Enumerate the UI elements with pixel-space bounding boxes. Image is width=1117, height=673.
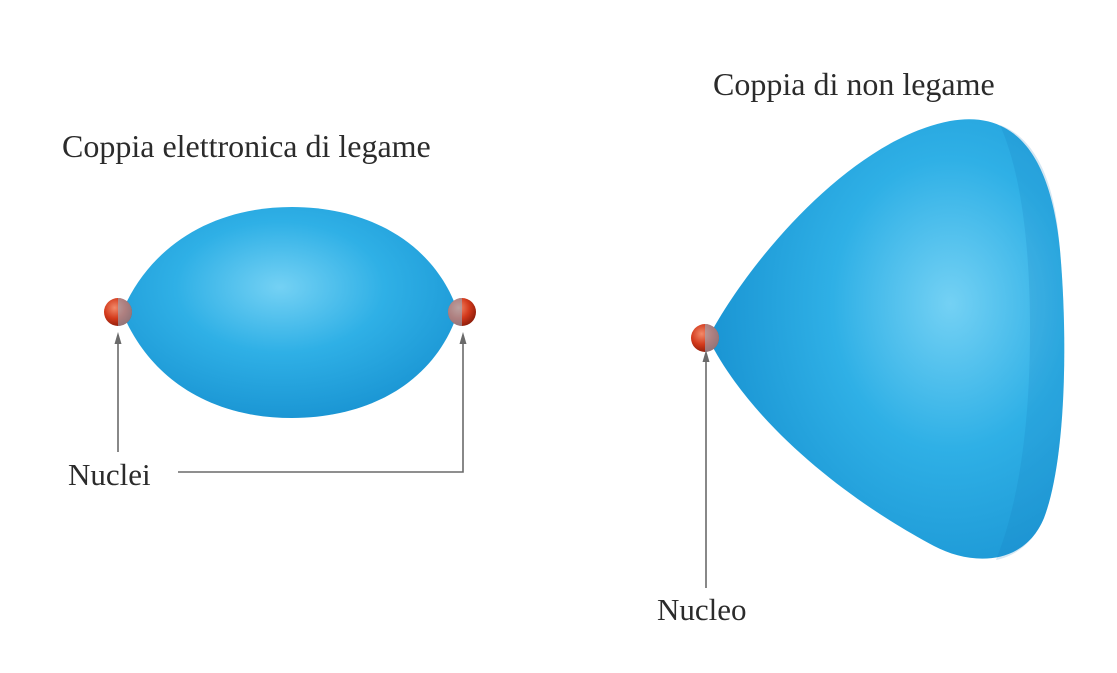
nonbonding-pair-panel: Coppia di non legame Nucleo (657, 66, 1065, 627)
bonding-pair-panel: Coppia elettronica di legame Nuclei (62, 128, 476, 492)
arrowhead (702, 350, 710, 362)
leader-line-right (178, 342, 464, 473)
arrowhead-right (459, 332, 467, 344)
cloud-right-edge-shade (996, 125, 1065, 560)
nucleus (691, 324, 719, 352)
bonding-pair-title: Coppia elettronica di legame (62, 128, 431, 164)
nuclei-leader-lines (114, 332, 467, 473)
nucleus-right (448, 298, 476, 326)
nuclei-label: Nuclei (68, 457, 151, 492)
arrowhead-left (114, 332, 122, 344)
nonbonding-pair-title: Coppia di non legame (713, 66, 995, 102)
nucleo-leader-line (702, 350, 710, 588)
nonbonding-electron-cloud (708, 119, 1065, 559)
nucleus-left (104, 298, 132, 326)
nucleo-label: Nucleo (657, 592, 747, 627)
bonding-electron-cloud (122, 207, 458, 418)
